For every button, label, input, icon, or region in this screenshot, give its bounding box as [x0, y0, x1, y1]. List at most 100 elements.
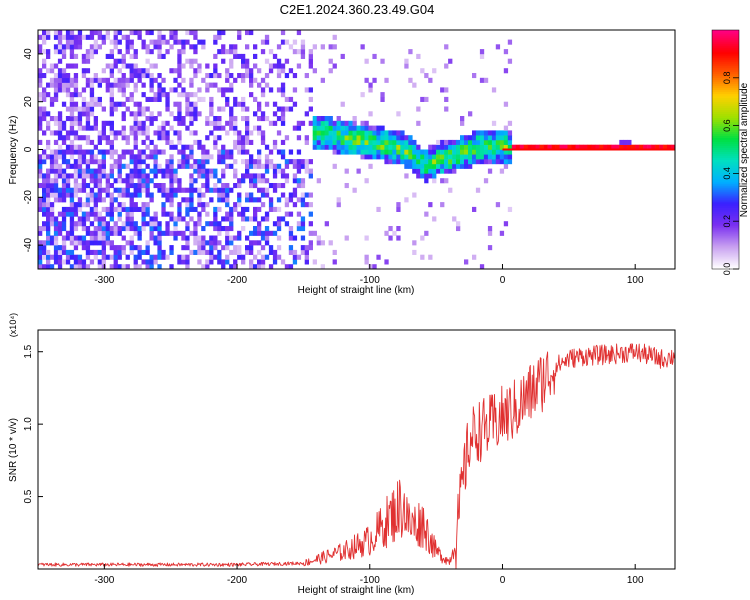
heatmap-cell — [125, 206, 130, 212]
heatmap-cell — [460, 163, 465, 169]
heatmap-cell — [109, 154, 114, 160]
heatmap-cell — [69, 192, 75, 198]
heatmap-cell — [356, 149, 361, 155]
heatmap-cell — [392, 139, 397, 145]
heatmap-cell — [117, 249, 122, 255]
heatmap-cell — [388, 159, 393, 165]
heatmap-cell — [125, 82, 130, 88]
heatmap-cell — [38, 240, 43, 246]
heatmap-cell — [73, 44, 79, 50]
colorbar-step — [712, 47, 739, 51]
heatmap-cell — [213, 221, 218, 227]
heatmap-cell — [65, 92, 71, 98]
heatmap-cell — [388, 135, 393, 141]
heatmap-cell — [444, 163, 449, 169]
heatmap-cell — [65, 259, 71, 265]
heatmap-cell — [507, 149, 513, 155]
heatmap-cell — [249, 73, 254, 79]
heatmap-cell — [181, 77, 186, 83]
heatmap-cell — [57, 39, 63, 45]
heatmap-cell — [296, 221, 302, 227]
heatmap-cell — [137, 101, 142, 107]
heatmap-cell — [237, 235, 242, 241]
heatmap-cell — [173, 216, 178, 222]
heatmap-cell — [336, 202, 341, 208]
heatmap-cell — [42, 192, 47, 198]
heatmap-cell — [233, 168, 238, 174]
heatmap-cell — [296, 163, 302, 169]
heatmap-cell — [328, 135, 333, 141]
colorbar-step — [712, 165, 739, 168]
heatmap-cell — [109, 216, 114, 222]
heatmap-cell — [181, 149, 186, 155]
heatmap-cell — [619, 139, 624, 145]
heatmap-cell — [356, 168, 361, 174]
heatmap-cell — [332, 249, 337, 255]
heatmap-cell — [376, 206, 381, 212]
heatmap-cell — [229, 235, 234, 241]
heatmap-cell — [348, 149, 353, 155]
heatmap-cell — [456, 144, 461, 150]
heatmap-cell — [491, 144, 497, 150]
heatmap-cell — [233, 101, 238, 107]
heatmap-cell — [57, 254, 63, 260]
heatmap-cell — [284, 202, 290, 208]
heatmap-cell — [209, 254, 214, 260]
heatmap-cell — [42, 49, 47, 55]
heatmap-cell — [316, 235, 321, 241]
heatmap-cell — [89, 154, 95, 160]
heatmap-cell — [121, 34, 126, 40]
heatmap-cell — [165, 92, 170, 98]
heatmap-cell — [408, 135, 413, 141]
heatmap-cell — [328, 240, 333, 246]
heatmap-cell — [440, 149, 445, 155]
heatmap-cell — [312, 139, 317, 145]
heatmap-cell — [229, 44, 234, 50]
heatmap-cell — [288, 230, 294, 236]
heatmap-cell — [272, 63, 278, 69]
heatmap-cell — [288, 159, 294, 165]
heatmap-cell — [209, 101, 214, 107]
heatmap-cell — [276, 221, 282, 227]
heatmap-cell — [129, 178, 134, 184]
heatmap-cell — [364, 125, 369, 131]
heatmap-cell — [237, 202, 242, 208]
heatmap-cell — [205, 249, 210, 255]
heatmap-cell — [260, 92, 266, 98]
heatmap-cell — [101, 154, 106, 160]
colorbar-step — [712, 131, 739, 134]
colorbar-step — [712, 35, 739, 39]
heatmap-cell — [308, 245, 313, 251]
heatmap-cell — [49, 221, 55, 227]
heatmap-cell — [332, 120, 337, 126]
heatmap-cell — [189, 116, 194, 122]
heatmap-cell — [483, 130, 489, 136]
heatmap-cell — [57, 130, 63, 136]
heatmap-cell — [65, 235, 71, 241]
heatmap-cell — [300, 245, 306, 251]
heatmap-cell — [468, 163, 473, 169]
heatmap-cell — [77, 154, 83, 160]
heatmap-cell — [189, 144, 194, 150]
heatmap-cell — [344, 144, 349, 150]
heatmap-cell — [53, 154, 59, 160]
heatmap-cell — [348, 120, 353, 126]
heatmap-cell — [109, 49, 114, 55]
heatmap-cell — [113, 221, 118, 227]
heatmap-cell — [436, 144, 441, 150]
heatmap-cell — [53, 235, 59, 241]
heatmap-cell — [288, 211, 294, 217]
heatmap-cell — [61, 259, 67, 265]
heatmap-cell — [85, 49, 91, 55]
heatmap-cell — [217, 154, 222, 160]
heatmap-cell — [368, 87, 373, 93]
heatmap-cell — [213, 226, 218, 232]
heatmap-cell — [364, 77, 369, 83]
heatmap-cell — [173, 230, 178, 236]
heatmap-cell — [268, 49, 274, 55]
heatmap-cell — [300, 178, 306, 184]
heatmap-cell — [456, 226, 461, 232]
heatmap-cell — [46, 240, 51, 246]
heatmap-cell — [141, 211, 146, 217]
heatmap-cell — [460, 159, 465, 165]
